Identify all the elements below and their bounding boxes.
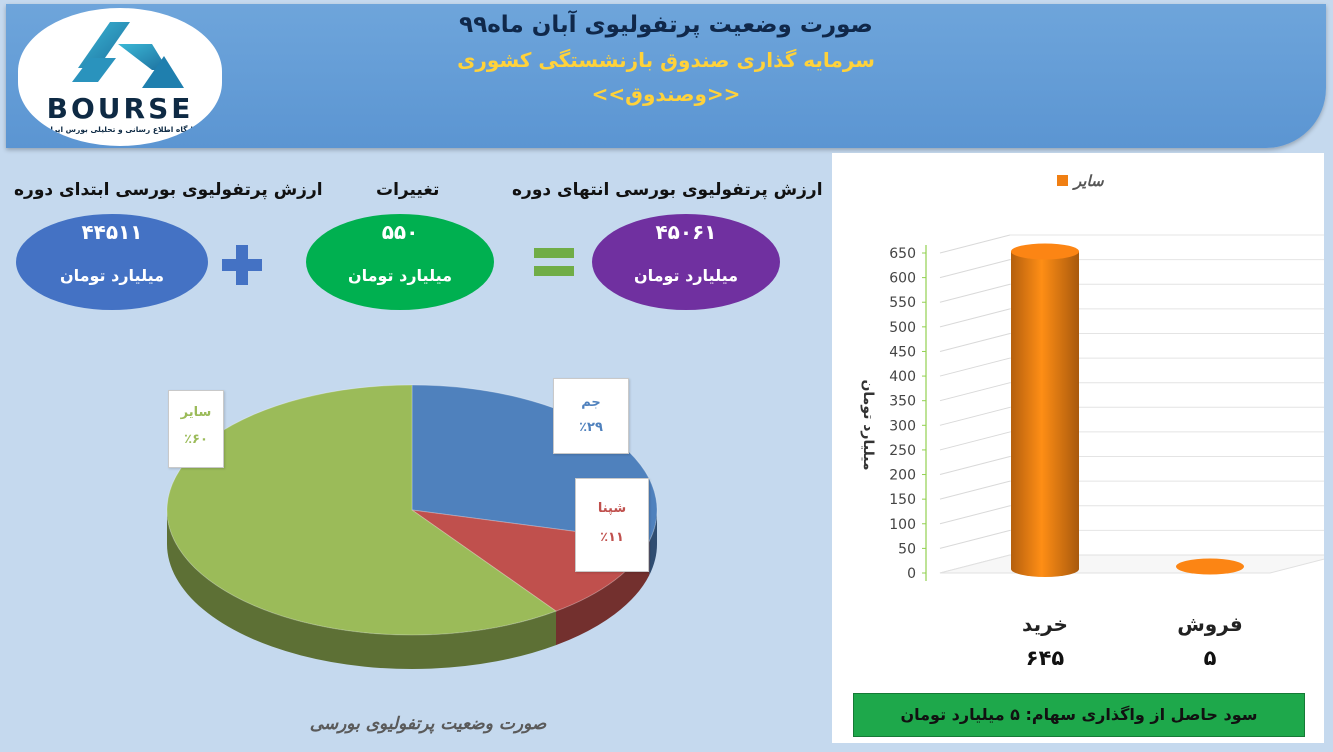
start-value-label: ارزش پرتفولیوی بورسی ابتدای دوره: [14, 180, 323, 200]
pie-side-2-0: [167, 510, 557, 669]
grid-depth-11: [939, 283, 1011, 303]
y-tick-label: 250: [889, 443, 916, 459]
page-title: صورت وضعیت پرتفولیوی آبان ماه۹۹: [459, 12, 873, 38]
bar-1: [1176, 558, 1244, 575]
profit-note: سود حاصل از واگذاری سهام: ۵ میلیارد توما…: [853, 693, 1305, 737]
pie-label-jam: جم ٪۲۹: [553, 378, 629, 454]
bar-value-label-0: ۶۴۵: [1026, 646, 1065, 670]
page-subtitle: سرمایه گذاری صندوق بازنشستگی کشوری: [457, 48, 875, 72]
grid-depth-6: [939, 406, 1011, 426]
fund-name: <<وصندوق>>: [591, 82, 741, 106]
start-unit: میلیارد تومان: [59, 266, 165, 285]
y-tick-label: 200: [889, 468, 916, 484]
y-tick-label: 150: [889, 492, 916, 508]
y-tick-label: 550: [889, 295, 916, 311]
category-label-1: فروش: [1177, 612, 1243, 636]
y-tick-label: 300: [889, 418, 916, 434]
start-value-oval: ۴۴۵۱۱ میلیارد تومان: [16, 214, 208, 310]
change-unit: میلیارد تومان: [347, 266, 453, 285]
bar-top-0: [1011, 243, 1079, 260]
pie-caption: صورت وضعیت پرتفولیوی بورسی: [309, 714, 547, 734]
pie-label-shpna-value: ٪۱۱: [600, 530, 624, 545]
bar-body-0: [1011, 251, 1079, 577]
end-unit: میلیارد تومان: [633, 266, 739, 285]
chart-floor: [939, 554, 1324, 574]
trade-bar-chart: 0 50 100 150 200 250 300 350 400 450 500 550 600 650 م…: [860, 234, 1324, 670]
pie-side-0-0: [649, 510, 657, 576]
bar-value-label-1: ۵: [1204, 646, 1217, 670]
grid-depth-12: [939, 259, 1011, 279]
y-tick-label: 600: [889, 271, 916, 287]
pie-slice-2: [166, 384, 558, 636]
y-tick-label: 450: [889, 344, 916, 360]
logo-mark-icon: BOURSE پایگاه اطلاع رسانی و تحلیلی بورس …: [44, 22, 196, 134]
pie-label-shpna-name: شپنا: [597, 501, 627, 516]
equals-icon: [534, 248, 574, 276]
grid-depth-1: [939, 529, 1011, 549]
pie-label-sayer: سایر ٪۶۰: [168, 390, 224, 468]
pie-label-sayer-name: سایر: [180, 405, 212, 420]
grid-depth-3: [939, 480, 1011, 500]
logo-tagline: پایگاه اطلاع رسانی و تحلیلی بورس ایران: [44, 125, 196, 134]
category-label-0: خرید: [1022, 612, 1068, 636]
grid-depth-13: [939, 234, 1011, 254]
grid-depth-7: [939, 382, 1011, 402]
plus-icon: [222, 245, 262, 285]
pie-label-jam-value: ٪۲۹: [579, 420, 603, 435]
grid-depth-4: [939, 456, 1011, 476]
y-tick-label: 500: [889, 320, 916, 336]
grid-depth-5: [939, 431, 1011, 451]
legend-series-name: سایر: [1074, 172, 1104, 190]
pie-label-jam-name: جم: [581, 395, 601, 410]
change-value: ۵۵۰: [381, 220, 419, 244]
y-tick-label: 400: [889, 369, 916, 385]
legend-swatch: [1057, 175, 1068, 186]
end-value-oval: ۴۵۰۶۱ میلیارد تومان: [592, 214, 780, 310]
y-axis-title: میلیارد تومان: [860, 379, 876, 470]
grid-depth-10: [939, 308, 1011, 328]
end-value-label: ارزش پرتفولیوی بورسی انتهای دوره: [512, 180, 823, 200]
logo-wordmark: BOURSE: [47, 92, 194, 125]
y-tick-label: 350: [889, 394, 916, 410]
start-value: ۴۴۵۱۱: [81, 220, 143, 244]
bar-top-1: [1176, 558, 1244, 575]
grid-depth-9: [939, 332, 1011, 352]
grid-depth-2: [939, 505, 1011, 525]
bourse-logo: BOURSE پایگاه اطلاع رسانی و تحلیلی بورس …: [18, 8, 222, 146]
change-value-oval: ۵۵۰ میلیارد تومان: [306, 214, 494, 310]
y-tick-label: 0: [907, 566, 916, 582]
change-label: تغییرات: [376, 180, 440, 200]
y-tick-label: 50: [898, 541, 916, 557]
pie-label-sayer-value: ٪۶۰: [184, 432, 208, 447]
pie-label-shpna: شپنا ٪۱۱: [575, 478, 649, 572]
logo-reflection: [40, 150, 200, 172]
header-banner: صورت وضعیت پرتفولیوی آبان ماه۹۹ سرمایه گ…: [6, 4, 1326, 148]
grid-depth-8: [939, 357, 1011, 377]
bar-0: [1011, 243, 1079, 577]
end-value: ۴۵۰۶۱: [655, 220, 717, 244]
y-tick-label: 650: [889, 246, 916, 262]
pie-side-1-0: [556, 541, 650, 646]
y-tick-label: 100: [889, 517, 916, 533]
